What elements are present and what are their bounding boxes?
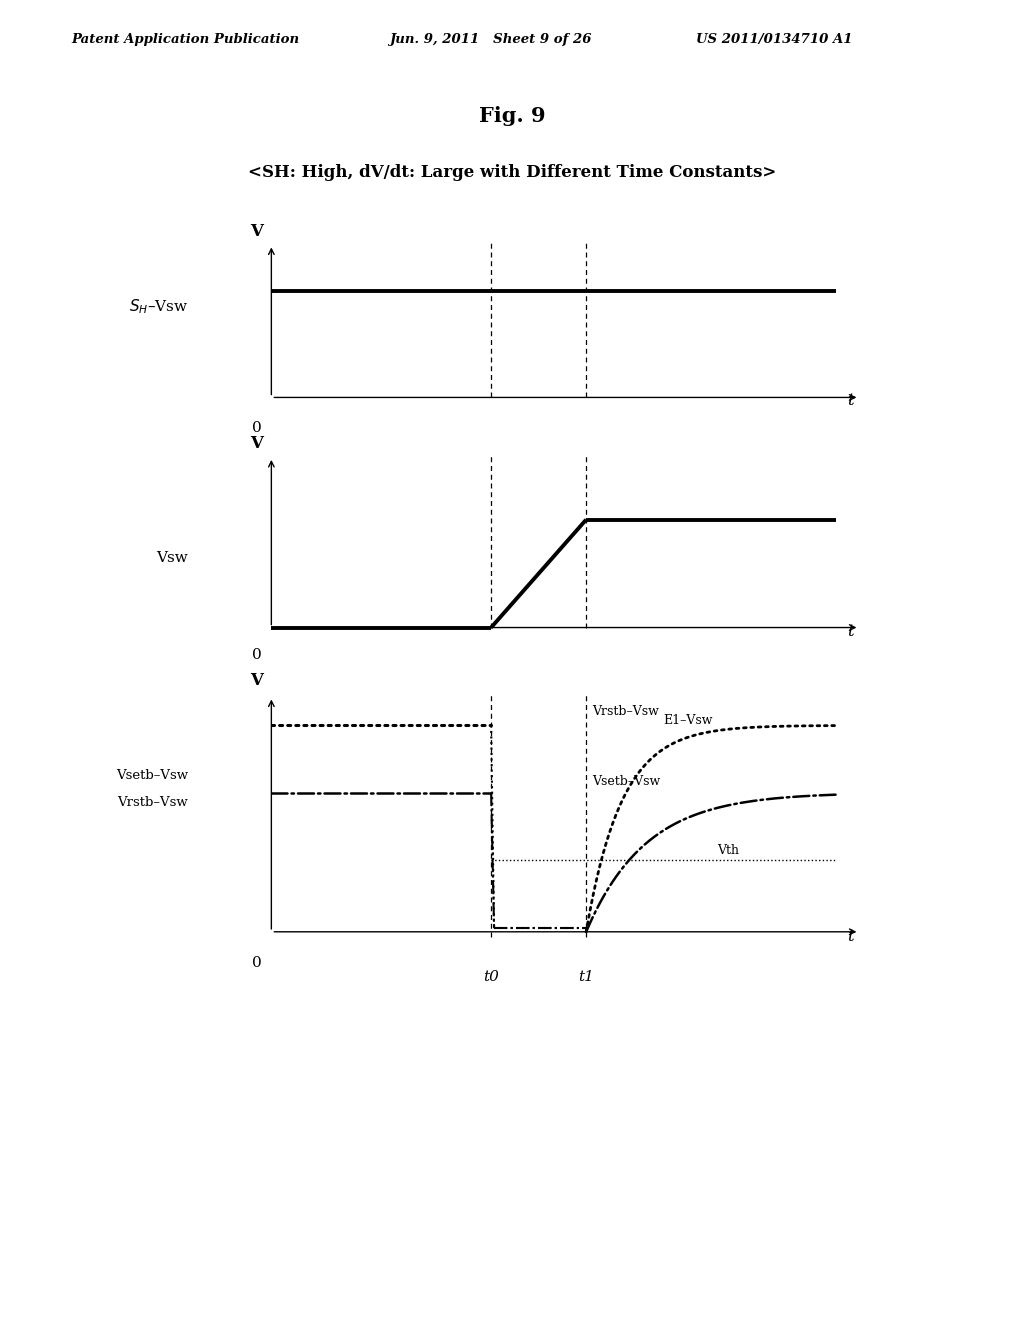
Text: V: V (250, 672, 263, 689)
Text: Patent Application Publication: Patent Application Publication (72, 33, 300, 46)
Text: Vrstb–Vsw: Vrstb–Vsw (118, 796, 188, 809)
Text: $S_H$–Vsw: $S_H$–Vsw (129, 297, 188, 317)
Text: Vsetb–Vsw: Vsetb–Vsw (592, 775, 660, 788)
Text: US 2011/0134710 A1: US 2011/0134710 A1 (696, 33, 853, 46)
Text: Vth: Vth (717, 845, 738, 858)
Text: 0: 0 (252, 421, 261, 434)
Text: Vsw: Vsw (157, 550, 188, 565)
Text: t: t (848, 392, 854, 409)
Text: Vrstb–Vsw: Vrstb–Vsw (592, 705, 659, 718)
Text: 0: 0 (252, 956, 261, 970)
Text: V: V (250, 223, 263, 240)
Text: t: t (848, 623, 854, 639)
Text: 0: 0 (252, 648, 261, 663)
Text: V: V (250, 434, 263, 451)
Text: Jun. 9, 2011   Sheet 9 of 26: Jun. 9, 2011 Sheet 9 of 26 (389, 33, 592, 46)
Text: Fig. 9: Fig. 9 (478, 106, 546, 125)
Text: t0: t0 (483, 970, 499, 985)
Text: <SH: High, dV/dt: Large with Different Time Constants>: <SH: High, dV/dt: Large with Different T… (248, 164, 776, 181)
Text: Vsetb–Vsw: Vsetb–Vsw (116, 770, 188, 783)
Text: t1: t1 (579, 970, 594, 985)
Text: t: t (848, 928, 854, 945)
Text: E1–Vsw: E1–Vsw (664, 714, 713, 727)
